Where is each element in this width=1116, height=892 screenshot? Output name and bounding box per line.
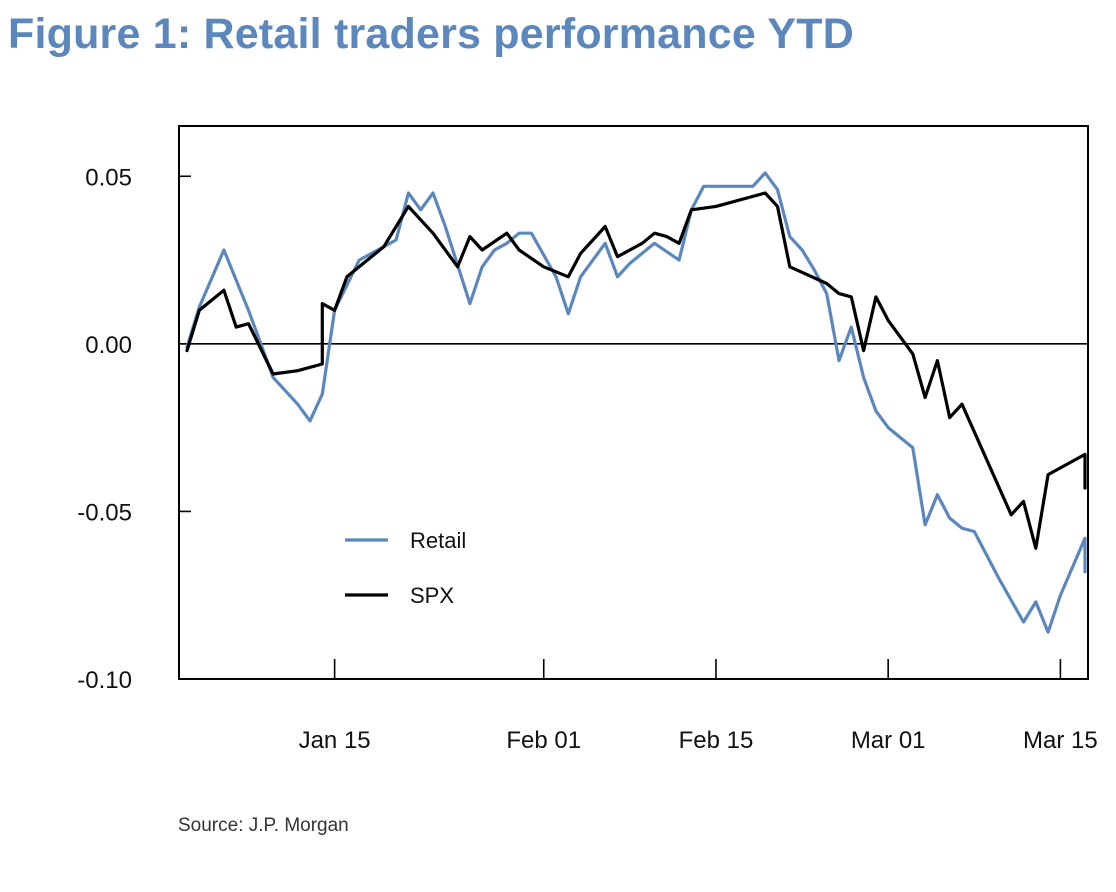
figure-title: Figure 1: Retail traders performance YTD [8,10,854,58]
x-tick-label: Jan 15 [299,727,371,754]
y-tick-label: -0.10 [77,667,132,694]
x-tick-label: Feb 01 [506,727,581,754]
y-tick-label: 0.05 [85,164,132,191]
x-tick-label: Mar 15 [1023,727,1098,754]
series-group [185,171,1087,634]
source-note: Source: J.P. Morgan [178,815,349,836]
y-axis: -0.10 -0.05 0.00 0.05 [77,164,191,694]
x-axis: Jan 15 Feb 01 Feb 15 Mar 01 Mar 15 [299,659,1098,754]
plot-frame [178,125,1089,680]
y-tick-label: -0.05 [77,499,132,526]
series-line-retail [185,171,1087,634]
legend: Retail SPX [345,528,466,608]
legend-label-spx: SPX [410,583,454,608]
series-line-spx [185,191,1087,550]
y-tick-label: 0.00 [85,332,132,359]
x-tick-label: Feb 15 [679,727,754,754]
x-tick-label: Mar 01 [851,727,926,754]
legend-label-retail: Retail [410,528,466,553]
